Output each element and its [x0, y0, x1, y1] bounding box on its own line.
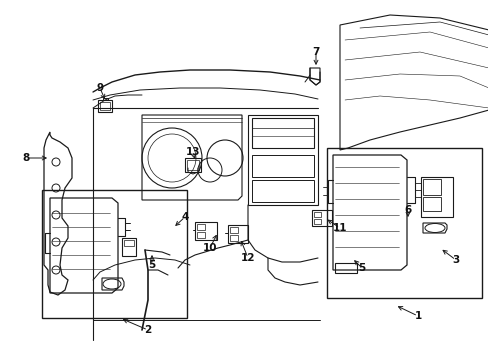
Bar	[334, 263, 356, 273]
Bar	[195, 222, 217, 240]
Bar	[229, 235, 238, 241]
Text: 12: 12	[240, 253, 255, 263]
Bar	[313, 212, 320, 217]
Bar	[227, 225, 247, 243]
Text: 9: 9	[96, 83, 103, 93]
Text: 11: 11	[332, 223, 346, 233]
Text: 3: 3	[451, 255, 459, 265]
Text: 7: 7	[312, 47, 319, 57]
Text: 1: 1	[413, 311, 421, 321]
Bar	[42, 190, 186, 318]
Text: 2: 2	[144, 325, 151, 335]
Bar	[422, 197, 440, 211]
Bar	[124, 240, 134, 246]
Text: 6: 6	[404, 205, 411, 215]
Text: 8: 8	[22, 153, 30, 163]
Bar	[197, 232, 204, 238]
Bar	[422, 179, 440, 195]
Bar	[184, 158, 201, 172]
Bar	[186, 160, 199, 170]
Bar	[420, 177, 452, 217]
Bar	[251, 118, 313, 148]
Text: 5: 5	[358, 263, 365, 273]
Bar	[251, 180, 313, 202]
Text: 5: 5	[148, 260, 155, 270]
Text: 10: 10	[203, 243, 217, 253]
Bar	[229, 227, 238, 233]
Bar	[251, 155, 313, 177]
Bar	[100, 102, 110, 110]
Bar	[326, 148, 481, 298]
Bar	[311, 210, 331, 226]
Bar	[122, 238, 136, 256]
Text: 4: 4	[181, 212, 188, 222]
Bar	[313, 219, 320, 224]
Bar	[197, 224, 204, 230]
Text: 13: 13	[185, 147, 200, 157]
Bar	[98, 100, 112, 112]
